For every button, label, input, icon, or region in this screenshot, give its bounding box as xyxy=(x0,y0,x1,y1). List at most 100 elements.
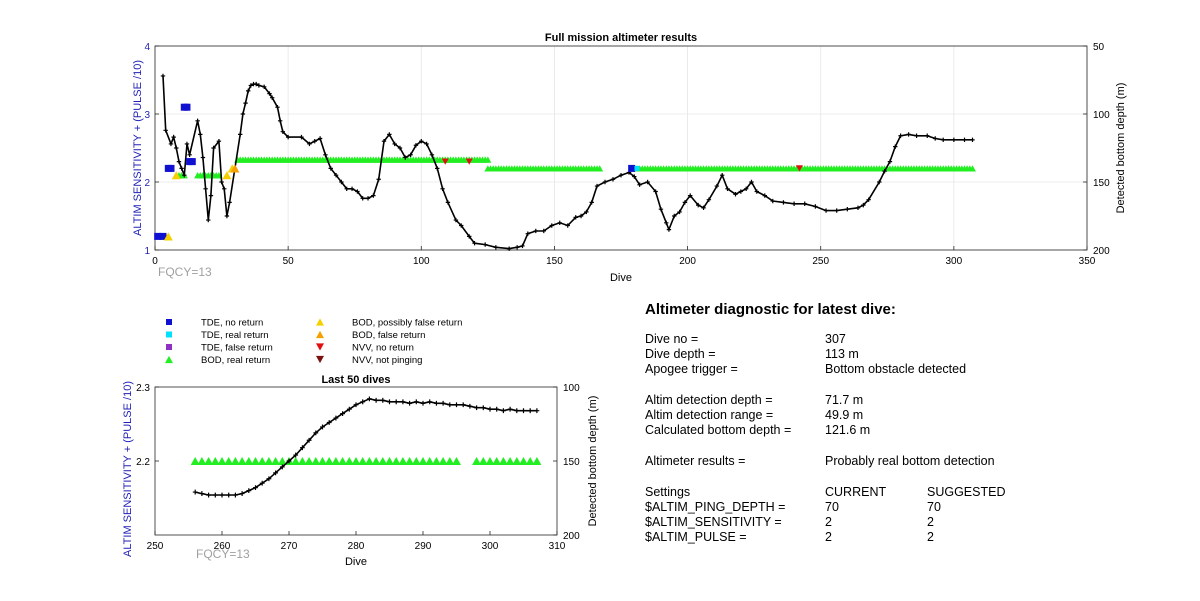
x-tick-label: 270 xyxy=(281,541,298,552)
dive-no-label: Dive no = xyxy=(645,332,699,346)
depth-point xyxy=(208,193,214,198)
setting-name: $ALTIM_PING_DEPTH = xyxy=(645,500,786,514)
depth-point xyxy=(285,134,291,140)
depth-point xyxy=(203,186,208,191)
depth-point xyxy=(320,424,325,430)
depth-point xyxy=(266,476,272,482)
depth-point xyxy=(253,81,259,87)
detection-range-label: Altim detection range = xyxy=(645,408,774,422)
depth-point xyxy=(429,152,435,157)
bottom-chart-y2-ticks: 100 150 200 xyxy=(553,383,580,542)
tde-no-return-marker xyxy=(183,103,191,111)
bod-real-return-marker xyxy=(230,456,240,466)
tde-no-return-marker xyxy=(628,164,636,172)
dive-no-value: 307 xyxy=(825,332,846,346)
legend-label: TDE, false return xyxy=(201,343,273,354)
depth-point xyxy=(219,179,224,185)
bod-real-return-marker xyxy=(311,456,321,466)
x-tick-label: 0 xyxy=(152,256,158,267)
depth-point xyxy=(549,223,554,228)
setting-row: $ALTIM_SENSITIVITY = 2 2 xyxy=(645,515,1165,530)
setting-current: 2 xyxy=(825,515,832,529)
top-other-markers xyxy=(154,103,803,241)
depth-point xyxy=(313,430,319,436)
depth-point xyxy=(371,193,376,198)
legend-marker xyxy=(166,319,172,325)
bod-real-return-marker xyxy=(418,456,428,466)
depth-point xyxy=(275,105,280,110)
depth-point xyxy=(413,399,419,405)
detection-range-value: 49.9 m xyxy=(825,408,864,422)
legend-marker xyxy=(166,331,172,338)
depth-point xyxy=(360,196,365,201)
setting-row: $ALTIM_PULSE = 2 2 xyxy=(645,530,1165,545)
depth-point xyxy=(317,136,323,141)
bod-real-return-marker xyxy=(519,456,528,466)
depth-point xyxy=(246,488,252,493)
depth-point xyxy=(653,189,658,194)
depth-point xyxy=(440,400,446,406)
depth-point xyxy=(199,491,205,496)
depth-point xyxy=(573,215,578,220)
depth-point xyxy=(187,152,192,157)
top-chart-y2-ticks: 50 100 150 200 xyxy=(1083,42,1110,257)
depth-point xyxy=(781,200,786,205)
depth-point xyxy=(246,88,251,94)
depth-point xyxy=(480,405,486,411)
bod-real-return-marker xyxy=(190,456,200,466)
y-tick-label: 1 xyxy=(144,246,150,257)
nvv-no-return-marker xyxy=(795,165,803,172)
depth-point xyxy=(253,485,258,491)
depth-point xyxy=(224,213,230,219)
depth-point xyxy=(454,402,459,408)
bod-real-return-marker xyxy=(318,456,327,466)
depth-point xyxy=(239,491,245,496)
depth-point xyxy=(762,193,767,198)
depth-point xyxy=(365,196,371,201)
depth-point xyxy=(333,415,339,421)
bod-real-return-marker xyxy=(197,456,207,466)
depth-point xyxy=(866,197,871,202)
x-tick-label: 250 xyxy=(812,256,829,267)
dive-no-row: Dive no = 307 xyxy=(645,332,1165,347)
tde-no-return-marker xyxy=(154,232,162,240)
depth-point xyxy=(834,208,839,213)
bod-real-return-marker xyxy=(364,456,374,466)
x-tick-label: 280 xyxy=(348,541,365,552)
bod-real-return-marker xyxy=(251,456,260,466)
depth-point xyxy=(970,137,975,143)
y-tick-label: 2.3 xyxy=(136,383,150,394)
depth-point xyxy=(419,139,424,144)
depth-point xyxy=(407,400,412,406)
depth-point xyxy=(160,73,166,79)
calculated-depth-value: 121.6 m xyxy=(825,423,871,437)
depth-point xyxy=(733,192,738,197)
depth-point xyxy=(355,189,360,194)
bottom-depth-series xyxy=(192,396,540,498)
bod-real-return-marker xyxy=(968,165,976,172)
dive-depth-value: 113 m xyxy=(825,347,859,361)
detection-depth-row: Altim detection depth = 71.7 m xyxy=(645,393,1165,408)
top-chart-y2label: Detected bottom depth (m) xyxy=(1115,83,1127,214)
setting-row: $ALTIM_PING_DEPTH = 70 70 xyxy=(645,500,1165,515)
bod-real-return-marker xyxy=(304,456,314,466)
depth-point xyxy=(578,213,584,219)
depth-point xyxy=(277,118,283,123)
depth-point xyxy=(941,137,946,143)
depth-point xyxy=(887,159,893,164)
depth-point xyxy=(387,399,392,405)
legend-marker xyxy=(166,344,172,350)
y-tick-label: 3 xyxy=(144,110,150,121)
depth-point xyxy=(326,420,332,425)
setting-suggested: 2 xyxy=(927,515,934,529)
depth-point xyxy=(845,207,850,212)
depth-point xyxy=(482,242,488,247)
depth-point xyxy=(514,408,520,414)
depth-point xyxy=(344,186,349,191)
depth-point xyxy=(333,173,339,178)
depth-point xyxy=(823,208,829,213)
bod-real-return-marker xyxy=(484,156,492,163)
depth-point xyxy=(286,458,292,464)
bod-real-return-marker xyxy=(210,456,220,466)
y2-tick-label: 50 xyxy=(1093,42,1105,53)
